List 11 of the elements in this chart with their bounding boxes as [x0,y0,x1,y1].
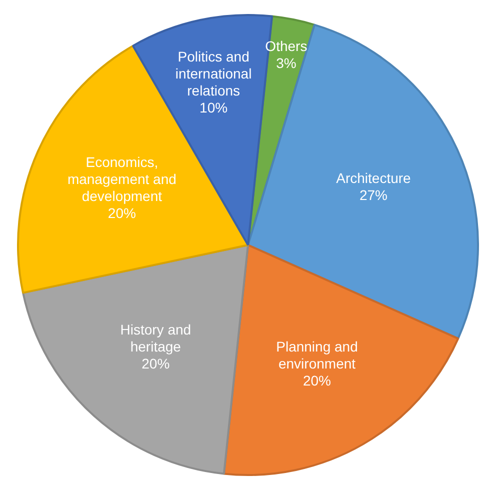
slice-label: Planning and environment [276,338,358,372]
slice-label: Economics, management and development [67,154,176,204]
slice-label: Architecture [336,170,412,186]
data-label: 20% [142,355,170,372]
slice-label: History and heritage [120,321,192,354]
slice-label: Politics and international relations [175,48,252,98]
data-label: 3% [276,54,296,71]
data-label: 20% [302,372,332,388]
data-label: 20% [108,205,136,222]
data-label: 10% [200,99,228,116]
data-label: 27% [359,186,388,203]
